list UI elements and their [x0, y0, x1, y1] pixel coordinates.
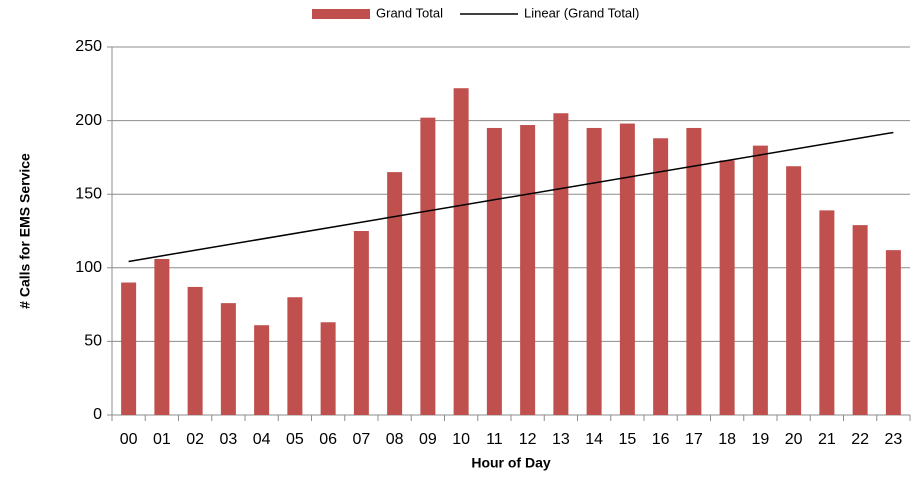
bar — [619, 123, 635, 415]
x-tick-label: 13 — [552, 431, 570, 448]
x-tick-label: 03 — [219, 431, 237, 448]
bar — [520, 125, 536, 416]
bar — [420, 117, 436, 415]
x-tick-label: 02 — [186, 431, 204, 448]
x-tick-label: 22 — [851, 431, 869, 448]
y-tick-label: 50 — [84, 333, 102, 350]
x-tick-label: 19 — [751, 431, 769, 448]
x-tick-label: 15 — [618, 431, 636, 448]
bar — [586, 127, 602, 416]
bar — [320, 322, 336, 415]
bar — [786, 166, 802, 415]
x-tick-label: 20 — [785, 431, 803, 448]
x-tick-label: 09 — [419, 431, 437, 448]
x-tick-label: 17 — [685, 431, 703, 448]
legend-label: Grand Total — [376, 5, 443, 20]
y-tick-label: 150 — [75, 185, 102, 202]
y-tick-label: 200 — [75, 112, 102, 129]
bar — [187, 286, 203, 415]
bar — [387, 172, 403, 415]
x-tick-label: 12 — [519, 431, 537, 448]
y-tick-label: 100 — [75, 259, 102, 276]
legend-label: Linear (Grand Total) — [524, 5, 639, 20]
x-tick-label: 06 — [319, 431, 337, 448]
trendline — [128, 131, 894, 263]
x-tick-label: 00 — [120, 431, 138, 448]
x-tick-label: 01 — [153, 431, 171, 448]
x-tick-label: 07 — [352, 431, 370, 448]
bar — [885, 250, 901, 415]
x-tick-label: 11 — [486, 431, 503, 448]
bar — [686, 127, 702, 416]
x-tick-label: 23 — [884, 431, 902, 448]
bar — [553, 113, 569, 416]
bar — [752, 145, 768, 415]
y-tick-label: 0 — [93, 406, 102, 423]
bar — [819, 210, 835, 415]
x-tick-label: 14 — [585, 431, 603, 448]
x-tick-label: 21 — [818, 431, 836, 448]
bar — [486, 127, 502, 416]
x-tick-label: 10 — [452, 431, 470, 448]
legend-swatch — [312, 9, 370, 19]
bar — [154, 258, 170, 415]
y-axis-title: # Calls for EMS Service — [17, 153, 33, 309]
bar — [220, 303, 236, 415]
bar — [719, 160, 735, 415]
bar — [287, 297, 303, 415]
bar — [353, 231, 369, 415]
x-tick-label: 16 — [652, 431, 670, 448]
bar — [453, 88, 469, 415]
x-tick-label: 18 — [718, 431, 736, 448]
bar — [121, 282, 137, 415]
y-tick-label: 250 — [75, 38, 102, 55]
bar — [653, 138, 669, 415]
x-tick-label: 04 — [253, 431, 271, 448]
x-tick-label: 05 — [286, 431, 304, 448]
bar — [254, 325, 270, 415]
bar — [852, 225, 868, 415]
x-axis-title: Hour of Day — [471, 455, 551, 471]
x-tick-label: 08 — [386, 431, 404, 448]
